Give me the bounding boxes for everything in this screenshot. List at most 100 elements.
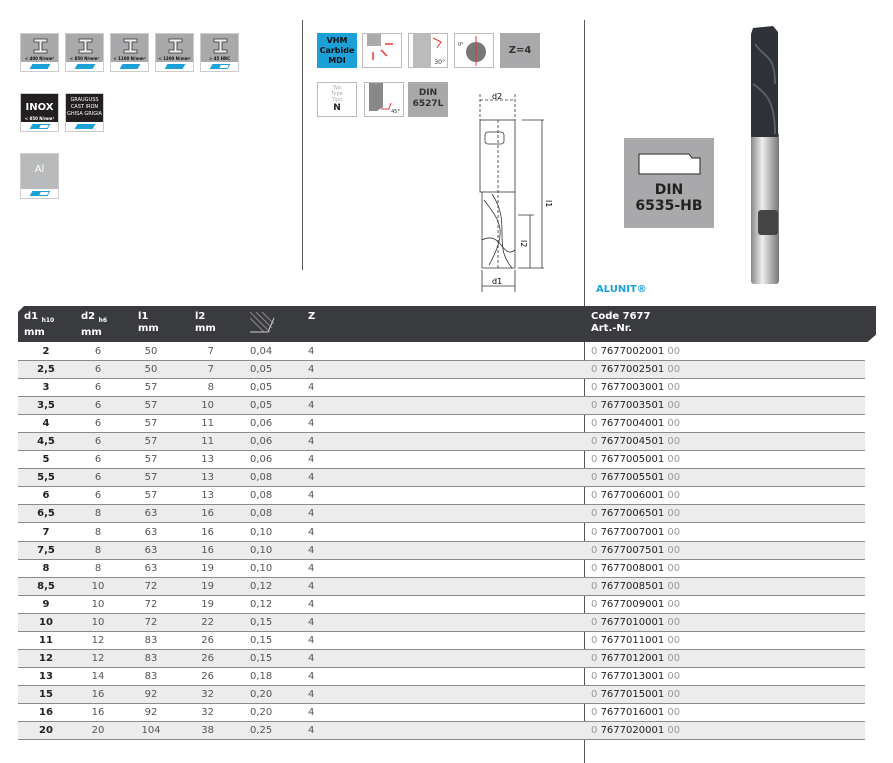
cell-l1: 63 xyxy=(144,508,158,520)
material-steel: < 1100 N/mm² xyxy=(110,33,149,72)
chamfer-size-icon xyxy=(250,312,275,333)
cell-l2: 26 xyxy=(201,670,214,682)
cell-z: 4 xyxy=(308,454,315,466)
material-label: < 400 N/mm² xyxy=(24,56,55,61)
steel-beam-icon xyxy=(78,38,93,54)
col-d1: d1 h10 mm xyxy=(24,311,55,338)
cell-chamfer: 0,12 xyxy=(250,598,273,610)
cell-code: 0 7677006501 00 xyxy=(591,508,681,520)
cell-l1: 83 xyxy=(144,652,158,664)
table-row: 16 16 92 32 0,20 4 0 7677016001 00 xyxy=(18,704,865,722)
rake-angle-label: 0° xyxy=(458,42,464,48)
cell-d1: 3 xyxy=(42,382,50,394)
suitability-bar xyxy=(156,62,193,71)
din-line: 6535-HB xyxy=(635,198,703,214)
cell-l2: 7 xyxy=(207,346,214,357)
material-title: Al xyxy=(34,164,45,175)
suitability-bar xyxy=(21,189,58,198)
cell-code: 0 7677007001 00 xyxy=(591,526,681,538)
col-l1: l1 mm xyxy=(138,311,159,334)
d2-label: d2 xyxy=(492,92,502,101)
cell-l1: 57 xyxy=(144,454,158,466)
cell-l1: 83 xyxy=(144,670,158,682)
cell-l1: 72 xyxy=(144,580,158,592)
cell-l2: 16 xyxy=(201,544,214,556)
cell-d1: 15 xyxy=(39,688,53,700)
table-row: 4,5 6 57 11 0,06 4 0 7677004501 00 xyxy=(18,433,865,452)
cell-l2: 7 xyxy=(207,364,214,376)
cell-chamfer: 0,25 xyxy=(250,725,273,737)
table-row: 2 6 50 7 0,04 4 0 7677002001 00 xyxy=(18,343,865,361)
table-row: 8 8 63 19 0,10 4 0 7677008001 00 xyxy=(18,560,865,578)
cell-d2: 12 xyxy=(91,652,105,664)
cell-z: 4 xyxy=(308,616,315,628)
cell-code: 0 7677012001 00 xyxy=(591,652,681,664)
badge-line: MDI xyxy=(328,56,346,65)
tool-drawing: d2 l1 l2 d1 xyxy=(479,92,553,292)
cell-d2: 6 xyxy=(94,490,102,502)
cell-z: 4 xyxy=(308,688,315,700)
type-label: Typ xyxy=(332,85,342,91)
cell-d2: 6 xyxy=(94,472,102,484)
cell-d1: 3,5 xyxy=(37,400,55,412)
suitability-bar xyxy=(201,62,238,71)
badge-line: Carbide xyxy=(319,46,355,55)
cell-chamfer: 0,15 xyxy=(250,616,273,628)
din-line: 6527L xyxy=(412,99,444,109)
cell-d1: 16 xyxy=(39,707,53,718)
cell-l2: 11 xyxy=(201,436,214,448)
type-value: N xyxy=(333,103,341,113)
cell-l1: 57 xyxy=(144,436,158,448)
cell-l1: 63 xyxy=(144,526,158,538)
d1-label: d1 xyxy=(492,277,502,286)
cell-chamfer: 0,08 xyxy=(250,508,273,520)
cell-chamfer: 0,06 xyxy=(250,454,273,466)
cell-d1: 4 xyxy=(42,418,50,430)
type-label: Type xyxy=(331,91,343,97)
cutting-direction-icon xyxy=(362,33,402,68)
cell-chamfer: 0,05 xyxy=(250,364,273,376)
cell-d2: 8 xyxy=(94,562,102,574)
cell-d1: 7,5 xyxy=(37,544,55,556)
table-row: 10 10 72 22 0,15 4 0 7677010001 00 xyxy=(18,613,865,632)
cell-chamfer: 0,10 xyxy=(250,526,273,538)
cell-code: 0 7677008501 00 xyxy=(591,580,681,592)
cell-z: 4 xyxy=(308,400,315,412)
cell-chamfer: 0,06 xyxy=(250,436,273,448)
suitability-bar xyxy=(21,62,58,71)
cell-d2: 10 xyxy=(91,616,105,628)
cell-z: 4 xyxy=(308,598,315,610)
cell-d2: 20 xyxy=(91,725,105,737)
type-label: Tipo xyxy=(331,97,343,103)
material-label: < 1100 N/mm² xyxy=(113,56,146,61)
cell-chamfer: 0,12 xyxy=(250,580,273,592)
cell-d1: 7 xyxy=(42,526,50,538)
cell-z: 4 xyxy=(308,634,315,646)
cell-chamfer: 0,08 xyxy=(250,472,273,484)
cell-z: 4 xyxy=(308,346,315,357)
shank-din-badge: DIN 6535-HB xyxy=(624,138,714,228)
cell-code: 0 7677002501 00 xyxy=(591,364,681,376)
din-line: DIN xyxy=(418,88,438,98)
material-steel: < 400 N/mm² xyxy=(20,33,59,72)
cell-code: 0 7677005001 00 xyxy=(591,454,681,466)
cell-l2: 13 xyxy=(201,472,214,484)
cell-d1: 6 xyxy=(42,490,50,502)
cell-d2: 6 xyxy=(94,454,102,466)
cell-l1: 83 xyxy=(144,634,158,646)
cell-chamfer: 0,20 xyxy=(250,707,273,718)
steel-beam-icon xyxy=(213,38,228,54)
col-l2: l2 mm xyxy=(195,311,216,334)
type-badge: Typ Type Tipo N xyxy=(317,82,357,117)
material-label: < 850 N/mm² xyxy=(69,56,100,61)
table-row: 7 8 63 16 0,10 4 0 7677007001 00 xyxy=(18,524,865,542)
cell-l1: 57 xyxy=(144,490,158,502)
l2-label: l2 xyxy=(519,240,528,247)
suitability-bar xyxy=(66,62,103,71)
cell-l1: 104 xyxy=(141,725,161,737)
cell-l2: 8 xyxy=(207,382,214,394)
cell-d1: 13 xyxy=(39,670,53,682)
cell-d2: 6 xyxy=(94,418,102,430)
cell-l1: 50 xyxy=(144,346,158,357)
cell-chamfer: 0,10 xyxy=(250,544,273,556)
